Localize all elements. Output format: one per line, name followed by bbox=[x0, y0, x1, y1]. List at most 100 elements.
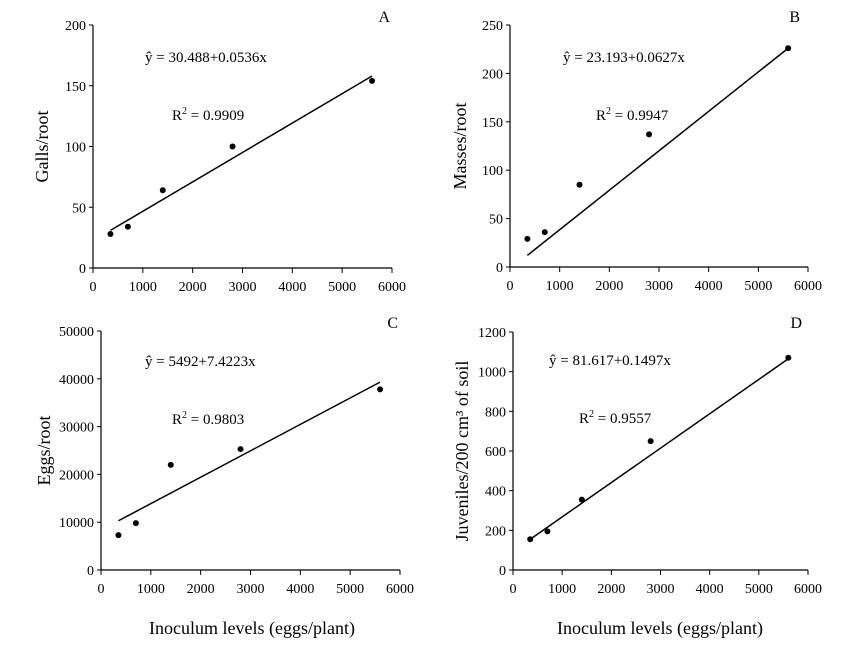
x-tick-label: 2000 bbox=[179, 280, 207, 295]
y-tick-label: 40000 bbox=[59, 373, 94, 388]
data-point bbox=[237, 446, 244, 453]
y-tick-label: 10000 bbox=[59, 516, 94, 531]
y-tick-label: 50 bbox=[72, 201, 86, 216]
y-axis-label: Eggs/root bbox=[34, 416, 54, 486]
data-point bbox=[785, 354, 792, 361]
y-axis-label: Masses/root bbox=[450, 103, 470, 190]
y-tick-label: 1000 bbox=[478, 366, 506, 381]
x-tick-label: 1000 bbox=[137, 582, 165, 597]
y-tick-label: 30000 bbox=[59, 421, 94, 436]
regression-equation: ŷ = 81.617+0.1497x bbox=[549, 353, 671, 369]
data-point bbox=[541, 229, 548, 236]
x-tick-label: 3000 bbox=[229, 280, 257, 295]
y-tick-label: 0 bbox=[499, 564, 506, 579]
x-tick-label: 1000 bbox=[548, 582, 576, 597]
y-tick-label: 150 bbox=[65, 80, 86, 95]
x-tick-label: 4000 bbox=[695, 279, 723, 294]
x-tick-label: 5000 bbox=[328, 280, 356, 295]
data-point bbox=[159, 187, 166, 194]
data-point bbox=[167, 461, 174, 468]
y-axis-label: Galls/root bbox=[32, 111, 52, 183]
y-tick-label: 50 bbox=[489, 213, 503, 228]
y-tick-label: 100 bbox=[65, 141, 86, 156]
x-tick-label: 2000 bbox=[595, 279, 623, 294]
data-point bbox=[377, 386, 384, 393]
data-point bbox=[369, 77, 376, 84]
data-point bbox=[229, 143, 236, 150]
x-tick-label: 2000 bbox=[187, 582, 215, 597]
y-tick-label: 100 bbox=[482, 164, 503, 179]
x-tick-label: 0 bbox=[510, 582, 517, 597]
y-tick-label: 0 bbox=[87, 564, 94, 579]
x-tick-label: 6000 bbox=[386, 582, 414, 597]
x-tick-label: 0 bbox=[507, 279, 514, 294]
x-tick-label: 0 bbox=[90, 280, 97, 295]
panel-label: D bbox=[790, 315, 802, 332]
data-point bbox=[576, 181, 583, 188]
panel-label: C bbox=[387, 315, 398, 332]
data-point bbox=[647, 438, 654, 445]
y-tick-label: 0 bbox=[496, 261, 503, 276]
data-point bbox=[524, 235, 531, 242]
r-squared: R2 = 0.9909 bbox=[172, 106, 244, 124]
data-point bbox=[132, 520, 139, 527]
x-axis-label: Inoculum levels (eggs/plant) bbox=[149, 618, 355, 639]
regression-line bbox=[118, 381, 381, 522]
r-squared: R2 = 0.9803 bbox=[172, 410, 244, 428]
y-tick-label: 200 bbox=[65, 19, 86, 34]
data-point bbox=[107, 230, 114, 237]
y-tick-label: 1200 bbox=[478, 326, 506, 341]
x-tick-label: 0 bbox=[98, 582, 105, 597]
y-tick-label: 400 bbox=[485, 485, 506, 500]
x-tick-label: 4000 bbox=[278, 280, 306, 295]
x-tick-label: 5000 bbox=[744, 279, 772, 294]
x-tick-label: 3000 bbox=[237, 582, 265, 597]
regression-equation: ŷ = 5492+7.4223x bbox=[145, 354, 256, 370]
data-point bbox=[785, 45, 792, 52]
y-tick-label: 600 bbox=[485, 445, 506, 460]
x-tick-label: 2000 bbox=[597, 582, 625, 597]
x-tick-label: 1000 bbox=[129, 280, 157, 295]
data-point bbox=[646, 131, 653, 138]
regression-equation: ŷ = 30.488+0.0536x bbox=[145, 50, 267, 66]
panel-D: 0 200 400 600 800 1000 1200 0 1000 2000 3000 4000 50… bbox=[452, 315, 822, 639]
data-point bbox=[124, 223, 131, 230]
regression-line bbox=[110, 75, 373, 231]
x-tick-label: 5000 bbox=[336, 582, 364, 597]
regression-line bbox=[529, 358, 789, 540]
y-tick-label: 800 bbox=[485, 405, 506, 420]
panel-label: B bbox=[789, 9, 800, 26]
x-tick-label: 4000 bbox=[696, 582, 724, 597]
y-tick-label: 50000 bbox=[59, 325, 94, 340]
x-tick-label: 6000 bbox=[794, 582, 822, 597]
regression-equation: ŷ = 23.193+0.0627x bbox=[563, 50, 685, 66]
r-squared: R2 = 0.9947 bbox=[596, 106, 669, 124]
x-tick-label: 6000 bbox=[378, 280, 406, 295]
y-axis-label: Juveniles/200 cm³ of soil bbox=[452, 361, 472, 542]
x-tick-label: 3000 bbox=[645, 279, 673, 294]
data-point bbox=[115, 532, 122, 539]
y-tick-label: 0 bbox=[79, 262, 86, 277]
data-point bbox=[544, 528, 551, 535]
panel-C: 0 10000 20000 30000 40000 50000 0 1000 2000 3000 4… bbox=[34, 315, 414, 639]
y-tick-label: 20000 bbox=[59, 468, 94, 483]
y-tick-label: 200 bbox=[482, 67, 503, 82]
x-tick-label: 1000 bbox=[546, 279, 574, 294]
regression-line bbox=[526, 47, 789, 256]
x-tick-label: 6000 bbox=[794, 279, 822, 294]
x-axis-label: Inoculum levels (eggs/plant) bbox=[557, 618, 763, 639]
y-tick-label: 200 bbox=[485, 524, 506, 539]
y-tick-label: 250 bbox=[482, 19, 503, 34]
data-point bbox=[578, 496, 585, 503]
panel-label: A bbox=[378, 9, 390, 26]
x-tick-label: 5000 bbox=[745, 582, 773, 597]
x-tick-label: 4000 bbox=[286, 582, 314, 597]
data-point bbox=[527, 536, 534, 543]
x-tick-label: 3000 bbox=[647, 582, 675, 597]
panel-B: 0 50 100 150 200 250 0 1000 2000 3000 4000 5000 6000… bbox=[450, 9, 822, 294]
r-squared: R2 = 0.9557 bbox=[579, 409, 652, 427]
y-tick-label: 150 bbox=[482, 116, 503, 131]
